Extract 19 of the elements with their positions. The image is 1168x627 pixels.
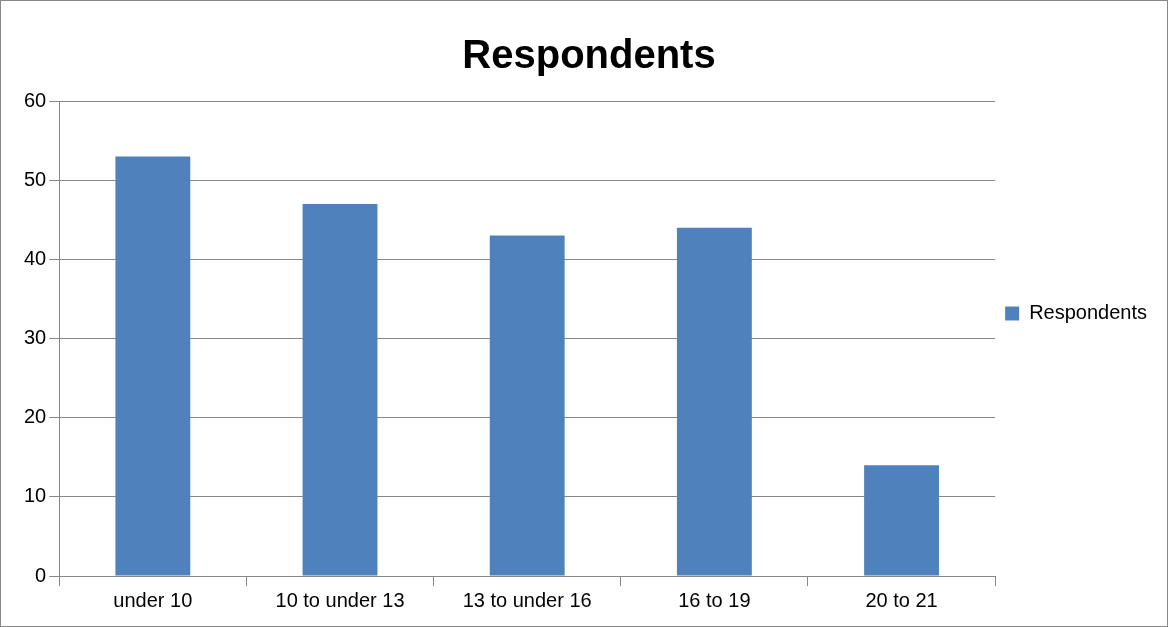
y-tick-label: 50 [24, 167, 47, 190]
x-tick-label: 10 to under 13 [275, 588, 405, 611]
legend-label: Respondents [1029, 301, 1148, 324]
bar [676, 227, 752, 576]
x-tick-label: 20 to 21 [865, 588, 938, 611]
chart-title: Respondents [462, 32, 716, 77]
y-tick-label: 10 [24, 484, 47, 507]
x-tick-label: 13 to under 16 [462, 588, 592, 611]
x-tick-label: under 10 [113, 588, 193, 611]
bar [864, 465, 939, 576]
bar [302, 203, 378, 576]
y-tick-label: 40 [24, 246, 47, 269]
y-tick-label: 20 [24, 405, 47, 428]
bar [115, 156, 191, 576]
y-tick-label: 60 [24, 88, 47, 111]
bar [489, 235, 565, 576]
y-tick-label: 0 [35, 563, 47, 586]
y-tick-label: 30 [24, 326, 47, 349]
x-tick-label: 16 to 19 [678, 588, 751, 611]
